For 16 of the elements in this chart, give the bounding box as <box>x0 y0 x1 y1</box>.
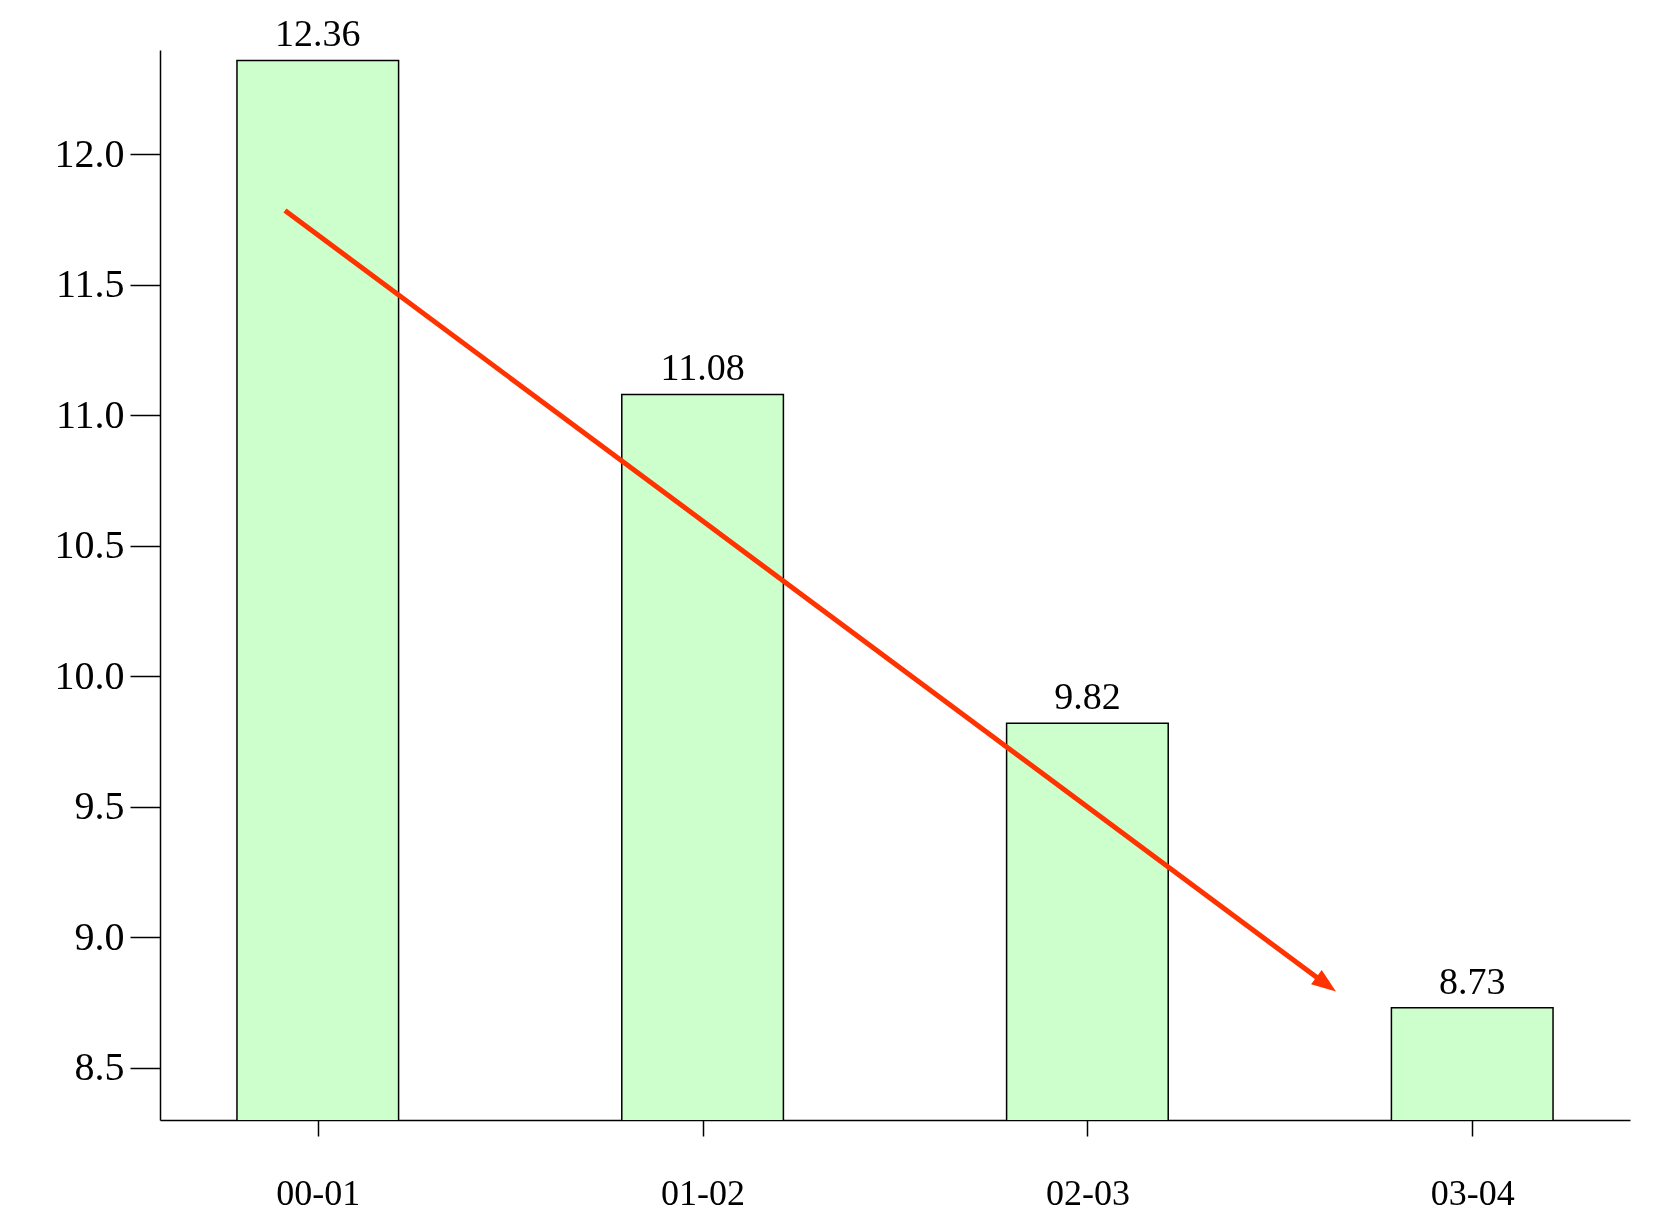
y-tick-label: 10.0 <box>54 652 125 698</box>
y-tick-label: 9.0 <box>74 913 125 959</box>
data-label: 9.82 <box>1054 675 1121 718</box>
data-label: 8.73 <box>1438 959 1506 1002</box>
x-tick-label: 00-01 <box>276 1172 361 1213</box>
data-label: 11.08 <box>660 346 745 389</box>
y-tick-label: 11.5 <box>55 261 125 307</box>
y-tick-label: 11.0 <box>55 391 125 437</box>
y-tick-label: 9.5 <box>74 783 125 829</box>
y-tick-label: 8.5 <box>74 1044 125 1090</box>
y-tick-label: 12.0 <box>54 130 125 176</box>
y-tick-label: 10.5 <box>54 522 125 568</box>
x-tick-label: 03-04 <box>1430 1172 1515 1213</box>
x-tick-label: 02-03 <box>1045 1172 1130 1213</box>
data-label: 12.36 <box>275 12 361 55</box>
x-tick-label: 01-02 <box>661 1172 746 1213</box>
